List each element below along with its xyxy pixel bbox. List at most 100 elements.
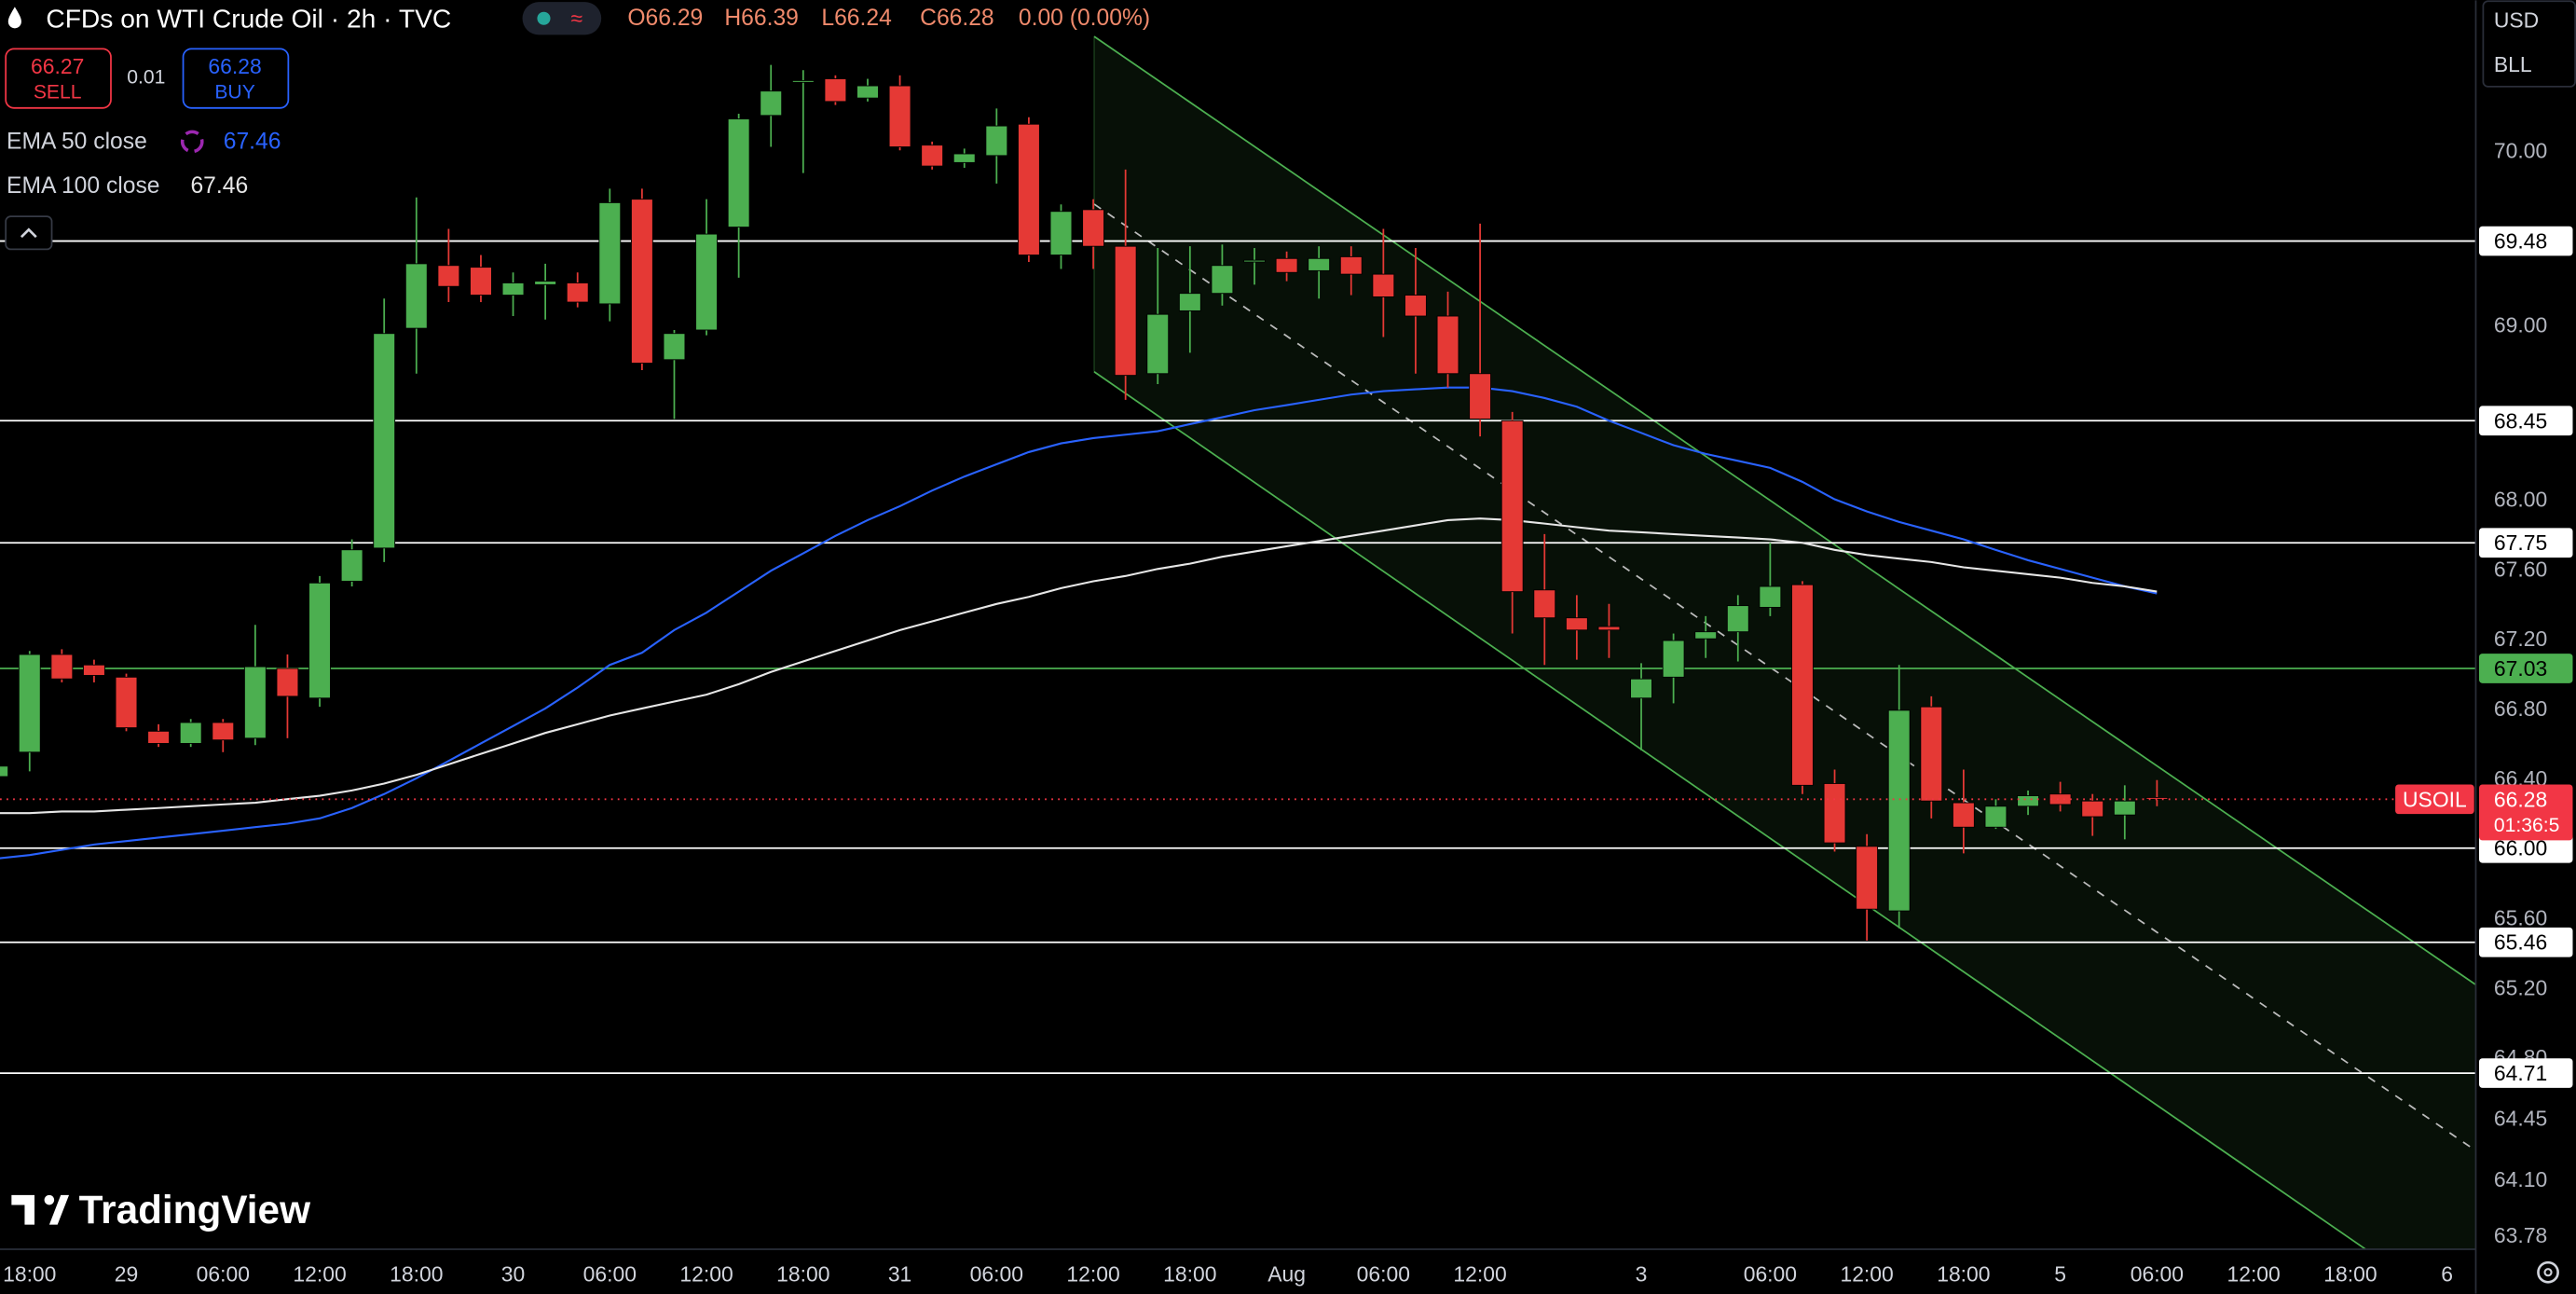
logo-icon xyxy=(11,1194,70,1225)
candle-body xyxy=(856,85,879,99)
candle-body xyxy=(1404,295,1427,317)
x-tick-label: 18:00 xyxy=(1937,1261,1990,1286)
x-tick-label: 29 xyxy=(115,1261,138,1286)
candle-body xyxy=(1436,315,1459,375)
ohlc-close: C66.28 xyxy=(920,6,994,31)
symbol-icon xyxy=(7,7,21,29)
candle-body xyxy=(1018,123,1040,255)
y-tick-label: 63.78 xyxy=(2494,1223,2547,1247)
candle-body xyxy=(727,118,750,228)
candle-body xyxy=(888,85,911,147)
candle-body xyxy=(18,654,41,753)
level-label: 67.03 xyxy=(2494,656,2547,681)
candle-body xyxy=(1275,257,1298,273)
channel-upper xyxy=(1093,35,2476,985)
candle-body xyxy=(340,549,363,582)
buy-label[interactable]: BUY xyxy=(214,82,254,103)
sell-label[interactable]: SELL xyxy=(34,82,82,103)
candle-body xyxy=(1597,626,1621,631)
candle-body xyxy=(373,333,396,549)
candle-body xyxy=(952,153,976,163)
x-tick-label: Aug xyxy=(1267,1261,1306,1286)
candle-body xyxy=(1791,584,1814,786)
x-tick-label: 12:00 xyxy=(1066,1261,1119,1286)
candle-body xyxy=(2048,793,2072,805)
spread: 0.01 xyxy=(127,67,165,89)
unit[interactable]: BLL xyxy=(2494,52,2532,76)
buy-price[interactable]: 66.28 xyxy=(208,54,261,78)
channel-lower xyxy=(1093,371,2366,1250)
x-tick-label: 18:00 xyxy=(2323,1261,2377,1286)
currency[interactable]: USD xyxy=(2494,8,2539,33)
sell-button[interactable] xyxy=(5,48,112,109)
candle-body xyxy=(1565,617,1588,631)
y-tick-label: 67.60 xyxy=(2494,557,2547,581)
settings-icon[interactable] xyxy=(2543,1268,2553,1277)
sell-price[interactable]: 66.27 xyxy=(31,54,84,78)
candle-body xyxy=(663,333,686,361)
symbol-label-box xyxy=(2395,784,2474,815)
candle-body xyxy=(566,282,589,303)
x-tick-label: 31 xyxy=(888,1261,911,1286)
level-label: 64.71 xyxy=(2494,1061,2547,1085)
x-tick-label: 3 xyxy=(1636,1261,1648,1286)
settings-icon[interactable] xyxy=(2537,1260,2559,1284)
x-tick-label: 12:00 xyxy=(2227,1261,2280,1286)
candle-body xyxy=(1759,585,1782,608)
legend-value: 67.46 xyxy=(224,129,281,154)
candle-body xyxy=(83,664,105,676)
candle-body xyxy=(1887,709,1911,912)
collapse-button[interactable] xyxy=(5,215,53,251)
x-tick-label: 5 xyxy=(2054,1261,2066,1286)
y-tick-label: 68.00 xyxy=(2494,487,2547,511)
candle-body xyxy=(630,199,653,364)
candle-body xyxy=(1339,255,1363,275)
ohlc-high: H66.39 xyxy=(724,6,799,31)
candle-body xyxy=(2017,795,2039,807)
collapse-icon[interactable] xyxy=(20,227,37,239)
candle-body xyxy=(1243,259,1266,263)
legend-name: EMA 100 close xyxy=(7,173,159,199)
y-tick-label: 64.45 xyxy=(2494,1107,2547,1131)
candle-body xyxy=(1952,802,1975,828)
x-tick-label: 06:00 xyxy=(583,1261,637,1286)
ema-line xyxy=(0,517,2158,815)
symbol-label: USOIL xyxy=(2403,787,2467,811)
y-tick-label: 67.20 xyxy=(2494,626,2547,651)
level-label: 68.45 xyxy=(2494,408,2547,433)
candle-body xyxy=(921,145,944,167)
legend-name: EMA 50 close xyxy=(7,129,147,154)
candle-body xyxy=(50,654,74,680)
candle-body xyxy=(1308,257,1331,271)
x-tick-label: 12:00 xyxy=(1840,1261,1893,1286)
candle-body xyxy=(179,722,202,744)
ohlc-change: 0.00 (0.00%) xyxy=(1019,6,1150,31)
candle-body xyxy=(243,666,267,739)
level-label-box xyxy=(2478,654,2573,683)
candle-body xyxy=(1146,313,1170,375)
watermark: TradingView xyxy=(79,1188,310,1232)
candle-body xyxy=(1694,631,1718,640)
price-label: 66.28 xyxy=(2494,787,2547,811)
ema-line xyxy=(0,386,2158,860)
candle-body xyxy=(598,201,622,305)
x-tick-label: 30 xyxy=(501,1261,525,1286)
x-tick-label: 18:00 xyxy=(390,1261,443,1286)
x-tick-label: 12:00 xyxy=(679,1261,733,1286)
x-tick-label: 06:00 xyxy=(1744,1261,1797,1286)
status-pill xyxy=(522,2,602,35)
x-tick-label: 12:00 xyxy=(1453,1261,1506,1286)
x-tick-label: 18:00 xyxy=(3,1261,56,1286)
candle-body xyxy=(695,233,718,331)
buy-button[interactable] xyxy=(182,48,290,109)
price-label-box xyxy=(2478,784,2573,841)
candle-body xyxy=(501,282,525,296)
ohlc-low: L66.24 xyxy=(821,6,891,31)
level-label: 65.46 xyxy=(2494,930,2547,955)
candle-body xyxy=(1823,783,1846,844)
candle-body xyxy=(1984,805,2007,828)
currency-box[interactable] xyxy=(2482,0,2576,88)
level-label: 69.48 xyxy=(2494,229,2547,254)
